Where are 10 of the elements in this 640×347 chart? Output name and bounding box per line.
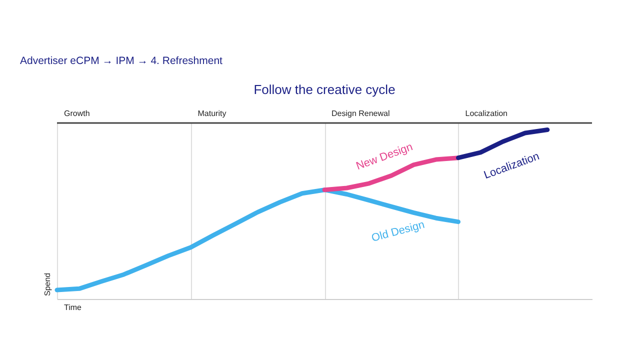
text: Localization [465,109,508,118]
text: Design Renewal [332,109,390,118]
text: Advertiser eCPM → IPM → 4. Refreshment [20,55,223,67]
chart-title: Follow the creative cycle [254,82,396,97]
text: New Design [354,141,414,173]
text: Growth [64,109,90,118]
x-axis-title: Time [64,303,82,312]
text: Old Design [370,218,426,245]
y-axis-title: Spend [43,272,52,296]
text: Maturity [198,109,226,118]
